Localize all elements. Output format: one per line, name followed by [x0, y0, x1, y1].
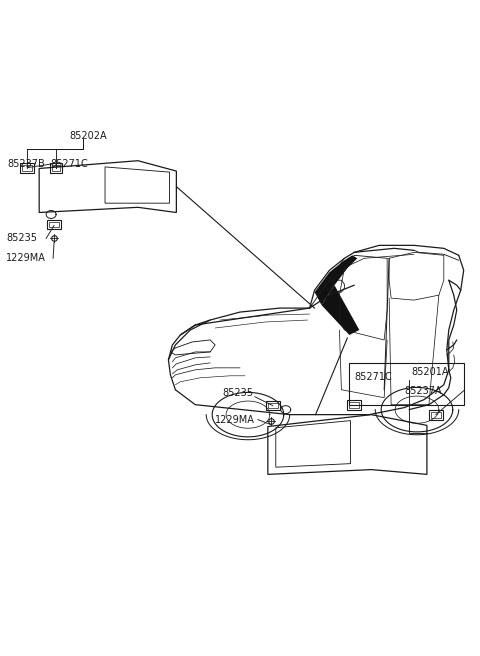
Text: 1229MA: 1229MA — [6, 253, 46, 263]
Text: 85237A: 85237A — [404, 386, 442, 396]
Text: 1229MA: 1229MA — [215, 415, 255, 424]
Text: 85235: 85235 — [222, 388, 253, 398]
Polygon shape — [322, 285, 360, 335]
Text: 85201A: 85201A — [411, 367, 448, 377]
Text: 85271C: 85271C — [354, 372, 392, 382]
Text: 85235: 85235 — [6, 234, 37, 243]
Text: 85202A: 85202A — [69, 131, 107, 141]
Text: 85271C: 85271C — [50, 159, 88, 169]
Polygon shape — [314, 255, 357, 305]
Text: 85237B: 85237B — [7, 159, 45, 169]
